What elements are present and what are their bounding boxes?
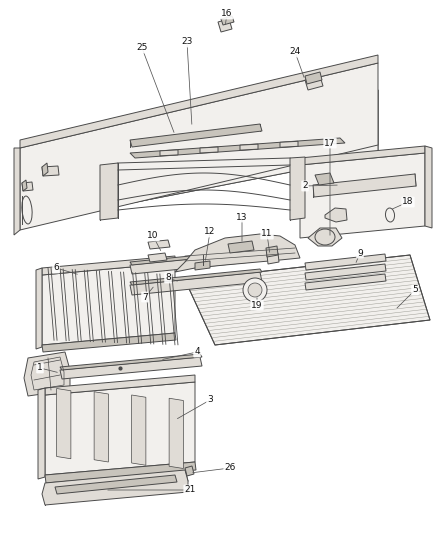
Polygon shape	[267, 253, 279, 264]
Text: 4: 4	[194, 348, 200, 357]
Text: 13: 13	[236, 213, 248, 222]
Polygon shape	[130, 124, 262, 147]
Polygon shape	[315, 173, 334, 185]
Text: 17: 17	[324, 139, 336, 148]
Text: 10: 10	[147, 231, 159, 240]
Polygon shape	[42, 333, 176, 352]
Polygon shape	[130, 253, 252, 274]
Text: 24: 24	[290, 47, 300, 56]
Polygon shape	[14, 148, 20, 235]
Polygon shape	[228, 241, 254, 253]
Polygon shape	[175, 234, 300, 272]
Polygon shape	[22, 180, 27, 191]
Text: 16: 16	[221, 10, 233, 19]
Polygon shape	[42, 163, 48, 176]
Text: 8: 8	[165, 273, 171, 282]
Polygon shape	[148, 253, 167, 262]
Polygon shape	[280, 141, 298, 147]
Polygon shape	[42, 166, 59, 176]
Polygon shape	[60, 357, 202, 379]
Polygon shape	[185, 255, 430, 345]
Polygon shape	[24, 352, 70, 396]
Polygon shape	[221, 16, 234, 25]
Polygon shape	[130, 138, 345, 158]
Polygon shape	[132, 395, 146, 465]
Polygon shape	[305, 76, 323, 90]
Polygon shape	[313, 174, 416, 197]
Polygon shape	[325, 208, 347, 222]
Polygon shape	[300, 146, 425, 165]
Polygon shape	[305, 264, 386, 280]
Polygon shape	[18, 90, 378, 225]
Text: 18: 18	[402, 198, 414, 206]
Polygon shape	[169, 398, 184, 469]
Polygon shape	[130, 272, 262, 295]
Text: 6: 6	[53, 263, 59, 272]
Polygon shape	[305, 72, 322, 84]
Text: 25: 25	[136, 44, 148, 52]
Polygon shape	[94, 392, 108, 462]
Polygon shape	[55, 475, 177, 494]
Polygon shape	[308, 228, 342, 246]
Text: 2: 2	[302, 182, 308, 190]
Polygon shape	[290, 157, 305, 220]
Polygon shape	[200, 147, 218, 153]
Text: 5: 5	[412, 286, 418, 295]
Polygon shape	[425, 146, 432, 228]
Polygon shape	[42, 470, 188, 505]
Polygon shape	[60, 354, 202, 370]
Text: 21: 21	[184, 486, 196, 495]
Polygon shape	[20, 55, 378, 148]
Polygon shape	[218, 19, 232, 32]
Polygon shape	[45, 382, 195, 475]
Text: 7: 7	[142, 293, 148, 302]
Polygon shape	[240, 144, 258, 150]
Text: 9: 9	[357, 248, 363, 257]
Polygon shape	[57, 389, 71, 459]
Polygon shape	[130, 250, 252, 265]
Polygon shape	[185, 466, 194, 476]
Text: 23: 23	[181, 37, 193, 46]
Polygon shape	[22, 182, 33, 191]
Polygon shape	[45, 462, 196, 483]
Circle shape	[248, 283, 262, 297]
Polygon shape	[266, 246, 278, 257]
Polygon shape	[18, 90, 378, 225]
Polygon shape	[305, 254, 386, 270]
Polygon shape	[148, 240, 170, 249]
Polygon shape	[42, 256, 175, 275]
Text: 3: 3	[207, 395, 213, 405]
Polygon shape	[100, 163, 118, 220]
Text: 12: 12	[204, 228, 215, 237]
Text: 26: 26	[224, 464, 236, 472]
Polygon shape	[42, 263, 175, 345]
Polygon shape	[38, 388, 45, 479]
Polygon shape	[160, 150, 178, 156]
Polygon shape	[45, 375, 195, 395]
Polygon shape	[20, 63, 378, 230]
Polygon shape	[36, 268, 42, 349]
Polygon shape	[130, 269, 262, 285]
Polygon shape	[195, 261, 210, 270]
Polygon shape	[300, 153, 425, 238]
Text: 1: 1	[37, 364, 43, 373]
Text: 11: 11	[261, 230, 273, 238]
Circle shape	[243, 278, 267, 302]
Text: 19: 19	[251, 301, 263, 310]
Polygon shape	[305, 274, 386, 290]
